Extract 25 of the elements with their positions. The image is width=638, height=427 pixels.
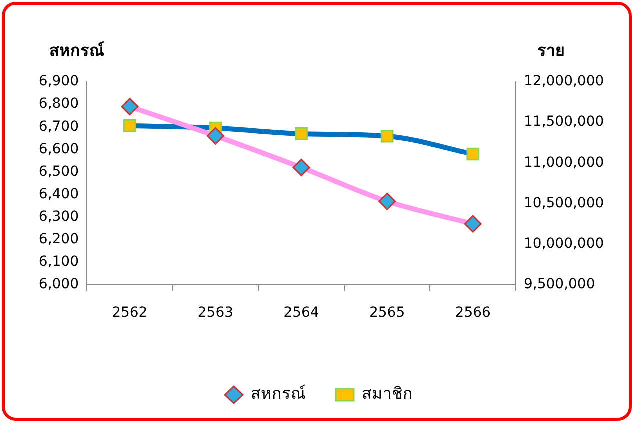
y2-tick-label: 10,000,000 xyxy=(524,236,604,252)
legend-label: สหกรณ์ xyxy=(251,384,306,404)
y-axis-title: สหกรณ์ xyxy=(50,41,104,60)
y-tick-label: 6,600 xyxy=(38,141,79,158)
y2-tick-label: 9,500,000 xyxy=(524,276,596,293)
y-tick-label: 6,400 xyxy=(38,186,79,202)
y-tick-label: 6,300 xyxy=(38,208,79,225)
y-tick-label: 6,700 xyxy=(38,118,79,135)
x-tick-label: 2565 xyxy=(369,305,406,322)
x-tick-label: 2563 xyxy=(198,305,234,322)
y2-tick-label: 11,000,000 xyxy=(524,154,604,171)
y-tick-label: 6,500 xyxy=(38,164,79,180)
y-tick-label: 6,900 xyxy=(38,74,79,90)
y2-axis-title: ราย xyxy=(538,41,564,60)
y-tick-label: 6,200 xyxy=(38,232,79,248)
x-tick-label: 2566 xyxy=(455,305,491,322)
x-tick-label: 2564 xyxy=(284,305,320,322)
y2-tick-label: 11,500,000 xyxy=(524,114,604,130)
y-tick-label: 6,100 xyxy=(38,254,79,270)
y-tick-label: 6,800 xyxy=(38,96,79,112)
y2-tick-label: 10,500,000 xyxy=(524,195,604,212)
y2-tick-label: 12,000,000 xyxy=(524,74,604,90)
legend-label: สมาชิก xyxy=(362,384,413,404)
x-tick-label: 2562 xyxy=(112,305,148,322)
y-tick-label: 6,000 xyxy=(38,276,79,293)
